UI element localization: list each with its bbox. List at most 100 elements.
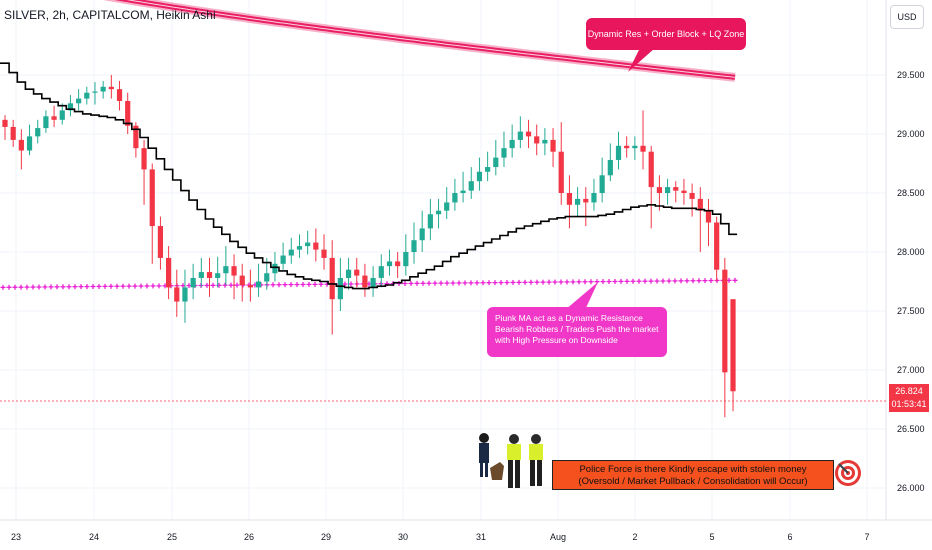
- candle-body: [26, 136, 33, 151]
- police-figures-icon: [479, 433, 543, 488]
- candle-body: [59, 110, 65, 120]
- candle-body: [435, 210, 442, 215]
- police-callout-line: (Oversold / Market Pullback / Consolidat…: [578, 476, 808, 487]
- candle-body: [378, 266, 384, 278]
- time-tick: 23: [10, 532, 22, 542]
- candle-body: [525, 131, 532, 137]
- candle-body: [321, 249, 327, 258]
- time-tick: 7: [864, 532, 870, 542]
- candle-body: [493, 157, 499, 168]
- current-price-tag: 26.824 01:53:41: [889, 384, 929, 412]
- time-tick: 2: [632, 532, 638, 542]
- candle-body: [575, 198, 581, 205]
- candle-body: [362, 275, 368, 288]
- candle-body: [198, 272, 204, 278]
- candle-body: [231, 266, 237, 276]
- candle-body: [697, 198, 703, 211]
- candle-body: [722, 269, 728, 373]
- target-icon: [835, 460, 861, 486]
- candle-body: [714, 222, 720, 270]
- candle-body: [427, 214, 433, 229]
- candle-body: [141, 148, 147, 170]
- price-tick: 29.500: [897, 70, 925, 80]
- black-ma-line: [0, 62, 738, 290]
- mid-callout: Piunk MA act as a Dynamic Resistance Bea…: [487, 307, 667, 357]
- candle-body: [542, 139, 548, 144]
- candle-body: [509, 139, 515, 149]
- candle-body: [10, 126, 16, 140]
- price-tick: 27.000: [897, 365, 925, 375]
- mid-callout-line: Piunk MA act as a Dynamic Resistance: [495, 313, 643, 323]
- candle-body: [444, 202, 450, 211]
- candle-body: [337, 277, 343, 300]
- candle-body: [681, 190, 687, 193]
- candle-body: [84, 92, 90, 99]
- candle-body: [18, 139, 24, 151]
- candle-body: [149, 169, 155, 227]
- candle-body: [395, 261, 401, 267]
- candle-body: [689, 193, 695, 199]
- candle-body: [517, 131, 523, 140]
- candle-body: [599, 175, 605, 193]
- mid-callout-line: Bearish Robbers / Traders Push the marke…: [495, 324, 659, 334]
- candle-body: [92, 91, 98, 93]
- resistance-band: [102, 0, 736, 82]
- candle-body: [329, 257, 335, 300]
- candle-body: [100, 86, 106, 92]
- candle-body: [607, 159, 613, 176]
- time-tick: 6: [787, 532, 793, 542]
- candle-body: [67, 103, 74, 111]
- candle-body: [125, 100, 131, 126]
- candle-body: [370, 277, 376, 288]
- candle-body: [460, 190, 466, 193]
- candle-body: [264, 273, 270, 282]
- candle-body: [223, 266, 229, 274]
- current-price-value: 26.824: [895, 386, 923, 396]
- price-tick: 29.000: [897, 129, 925, 139]
- candle-body: [403, 252, 409, 267]
- time-tick: 25: [166, 532, 178, 542]
- candle-body: [485, 167, 491, 172]
- candle-body: [730, 299, 736, 392]
- mid-callout-pointer: [565, 282, 598, 310]
- candle-body: [591, 193, 597, 203]
- candle-body: [215, 273, 221, 278]
- price-tick: 28.000: [897, 247, 925, 257]
- candle-body: [673, 187, 679, 191]
- candle-body: [648, 151, 654, 188]
- price-tick: 27.500: [897, 306, 925, 316]
- candle-body: [419, 228, 425, 241]
- time-tick: 26: [243, 532, 255, 542]
- candle-body: [476, 171, 483, 182]
- candle-body: [313, 242, 319, 250]
- candle-body: [2, 119, 8, 127]
- candle-body: [501, 148, 507, 158]
- candle-body: [558, 151, 564, 193]
- candle-body: [43, 116, 49, 129]
- price-tick: 28.500: [897, 188, 925, 198]
- candle-body: [640, 145, 646, 152]
- candle-body: [288, 249, 294, 256]
- police-callout-line: Police Force is there Kindly escape with…: [579, 464, 807, 475]
- candle-body: [247, 285, 253, 288]
- candle-body: [174, 287, 180, 302]
- candle-body: [354, 269, 360, 276]
- symbol-title[interactable]: SILVER, 2h, CAPITALCOM, Heikin Ashi: [4, 8, 216, 22]
- candle-body: [182, 287, 188, 302]
- candle-body: [632, 145, 638, 149]
- candle-body: [51, 116, 57, 120]
- time-tick: Aug: [549, 532, 567, 542]
- candle-body: [534, 136, 540, 144]
- time-tick: 31: [475, 532, 487, 542]
- candle-body: [624, 145, 630, 149]
- candles: [2, 75, 736, 418]
- candle-body: [206, 272, 213, 278]
- time-tick: 24: [88, 532, 100, 542]
- candle-body: [411, 240, 417, 252]
- currency-button[interactable]: USD: [890, 5, 924, 29]
- candle-body: [468, 181, 474, 191]
- candle-body: [664, 187, 671, 193]
- candle-body: [656, 187, 662, 193]
